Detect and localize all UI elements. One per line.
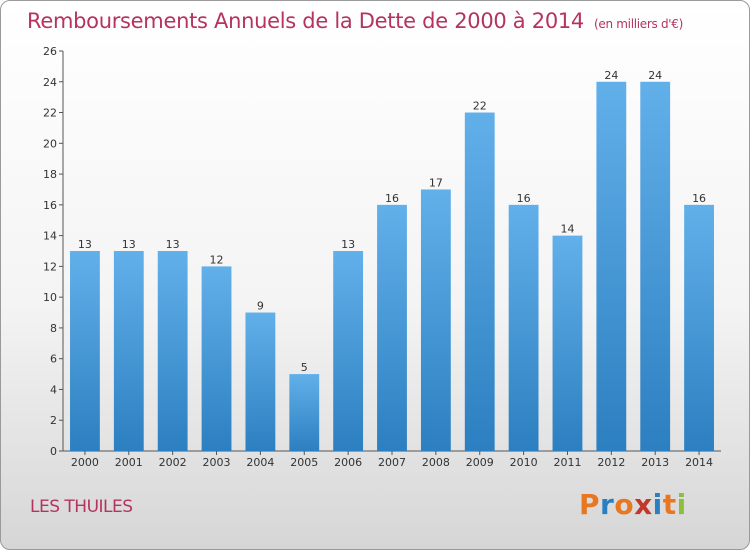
data-label-2003: 12 bbox=[210, 253, 224, 266]
bar-2002 bbox=[157, 251, 188, 451]
bar-2001 bbox=[113, 251, 144, 451]
data-label-2001: 13 bbox=[122, 238, 136, 251]
proxiti-logo: Proxiti bbox=[579, 488, 687, 521]
chart-unit: (en milliers d'€) bbox=[594, 17, 684, 31]
x-tick-label-2003: 2003 bbox=[203, 456, 231, 469]
x-tick-label-2004: 2004 bbox=[246, 456, 274, 469]
bar-2003 bbox=[201, 266, 232, 451]
data-label-2008: 17 bbox=[429, 176, 443, 189]
bar-2004 bbox=[245, 312, 276, 451]
x-tick-label-2012: 2012 bbox=[597, 456, 625, 469]
y-tick-label: 4 bbox=[50, 383, 57, 396]
x-tick-label-2005: 2005 bbox=[290, 456, 318, 469]
x-tick-label-2000: 2000 bbox=[71, 456, 99, 469]
y-tick-label: 26 bbox=[43, 45, 57, 58]
data-label-2013: 24 bbox=[648, 69, 662, 82]
data-label-2010: 16 bbox=[517, 192, 531, 205]
x-tick-label-2001: 2001 bbox=[115, 456, 143, 469]
bar-2007 bbox=[377, 204, 407, 451]
bar-2011 bbox=[552, 235, 583, 451]
y-tick-label: 16 bbox=[43, 199, 57, 212]
data-label-2006: 13 bbox=[341, 238, 355, 251]
chart-title-text: Remboursements Annuels de la Dette de 20… bbox=[27, 9, 584, 33]
bar-2000 bbox=[70, 251, 100, 451]
logo-letter: P bbox=[579, 488, 601, 521]
data-label-2014: 16 bbox=[692, 192, 706, 205]
bar-2013 bbox=[640, 81, 671, 452]
logo-letter: i bbox=[676, 488, 687, 521]
data-label-2012: 24 bbox=[604, 69, 618, 82]
y-tick-label: 14 bbox=[43, 230, 57, 243]
logo-letter: i bbox=[652, 488, 663, 521]
x-tick-label-2006: 2006 bbox=[334, 456, 362, 469]
bar-2010 bbox=[508, 204, 539, 451]
x-tick-label-2009: 2009 bbox=[466, 456, 494, 469]
y-tick-label: 10 bbox=[43, 291, 57, 304]
x-tick-label-2002: 2002 bbox=[159, 456, 187, 469]
data-label-2004: 9 bbox=[257, 300, 264, 313]
data-label-2000: 13 bbox=[78, 238, 92, 251]
y-tick-label: 24 bbox=[43, 76, 57, 89]
data-label-2009: 22 bbox=[473, 100, 487, 113]
y-tick-label: 8 bbox=[50, 322, 57, 335]
x-tick-label-2007: 2007 bbox=[378, 456, 406, 469]
bar-2008 bbox=[420, 189, 451, 451]
chart-title: Remboursements Annuels de la Dette de 20… bbox=[27, 9, 683, 33]
data-label-2007: 16 bbox=[385, 192, 399, 205]
y-tick-label: 2 bbox=[50, 414, 57, 427]
bar-2006 bbox=[333, 251, 364, 451]
bar-2014 bbox=[684, 204, 714, 451]
commune-name: LES THUILES bbox=[30, 497, 133, 517]
x-tick-label-2011: 2011 bbox=[553, 456, 581, 469]
bar-2009 bbox=[464, 112, 495, 452]
data-label-2002: 13 bbox=[166, 238, 180, 251]
x-tick-label-2010: 2010 bbox=[510, 456, 538, 469]
x-tick-label-2008: 2008 bbox=[422, 456, 450, 469]
x-tick-label-2013: 2013 bbox=[641, 456, 669, 469]
y-tick-label: 22 bbox=[43, 107, 57, 120]
x-tick-label-2014: 2014 bbox=[685, 456, 713, 469]
data-label-2011: 14 bbox=[560, 223, 574, 236]
logo-letter: x bbox=[634, 488, 653, 521]
data-label-2005: 5 bbox=[301, 361, 308, 374]
y-tick-label: 18 bbox=[43, 168, 57, 181]
logo-letter: r bbox=[600, 488, 615, 521]
y-tick-label: 6 bbox=[50, 353, 57, 366]
logo-letter: o bbox=[614, 488, 635, 521]
y-tick-label: 12 bbox=[43, 260, 57, 273]
y-tick-label: 20 bbox=[43, 137, 57, 150]
bar-2012 bbox=[596, 81, 627, 452]
logo-letter: t bbox=[662, 488, 677, 521]
bar-2005 bbox=[289, 374, 320, 451]
y-tick-label: 0 bbox=[50, 445, 57, 458]
